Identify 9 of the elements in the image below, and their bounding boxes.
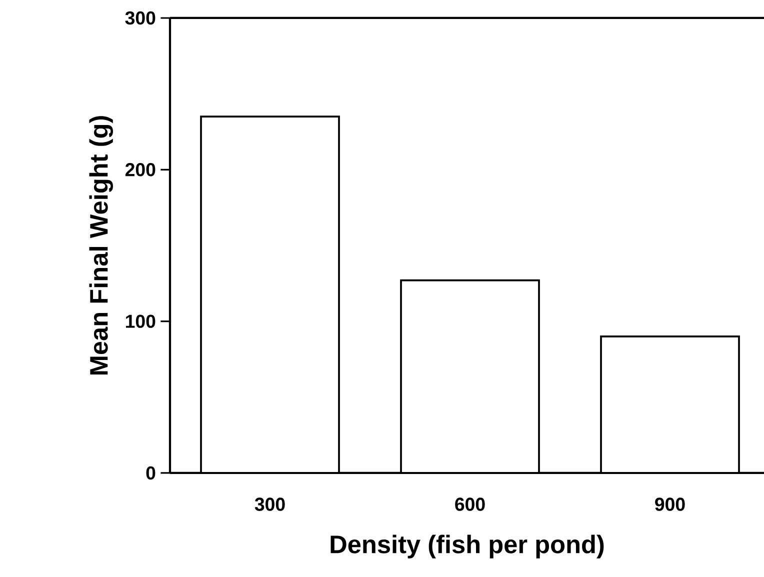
x-tick-label: 300 <box>254 498 285 511</box>
y-tick-label: 0 <box>146 466 156 480</box>
x-axis-title: Density (fish per pond) <box>330 534 604 558</box>
x-tick-label: 900 <box>655 498 685 511</box>
y-tick-label: 300 <box>125 11 156 25</box>
x-tick-label: 600 <box>455 498 485 511</box>
y-axis-title: Mean Final Weight (g) <box>89 116 113 374</box>
y-tick-label: 100 <box>126 314 156 328</box>
y-tick-label: 200 <box>125 163 156 176</box>
